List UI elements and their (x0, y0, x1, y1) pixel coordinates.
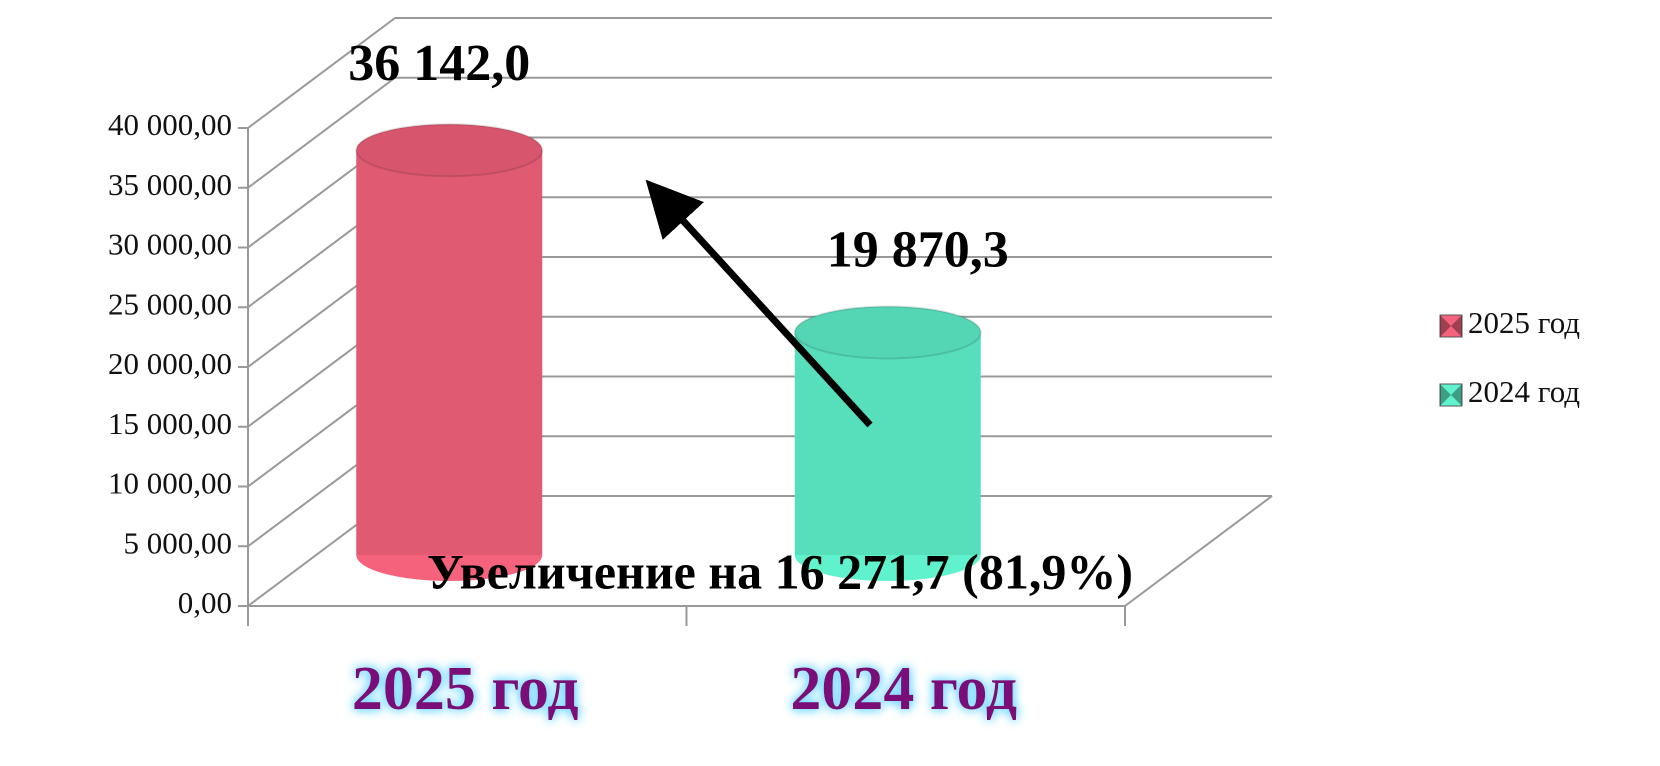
annotation: Увеличение на 16 271,7 (81,9%) (427, 543, 1133, 599)
y-tick-label: 10 000,00 (108, 466, 232, 501)
bar-top (793, 305, 982, 360)
y-tick-label: 25 000,00 (108, 286, 232, 321)
x-tick-label: 2025 год (352, 655, 579, 723)
grid-line (247, 76, 396, 189)
value-label: 36 142,0 (348, 35, 530, 92)
y-tick-label: 20 000,00 (108, 346, 232, 381)
y-tick-label: 35 000,00 (108, 167, 232, 202)
bar (356, 150, 543, 582)
grid-line (247, 17, 396, 129)
legend-bevel (1440, 384, 1462, 406)
arrow (645, 179, 873, 428)
bars (355, 123, 982, 582)
y-tick-label: 30 000,00 (108, 227, 232, 262)
legend-label: 2025 год (1468, 305, 1580, 340)
y-tick-label: 40 000,00 (108, 107, 232, 142)
x-tick-label: 2024 год (790, 655, 1017, 723)
legend-bevel (1440, 315, 1462, 337)
legend-swatch (1439, 383, 1463, 407)
floor-right (1124, 495, 1273, 607)
bar-top (355, 123, 544, 178)
value-label: 19 870,3 (827, 221, 1009, 278)
y-tick-label: 5 000,00 (124, 525, 233, 560)
bar-shade (794, 332, 981, 555)
y-tick-label: 15 000,00 (108, 406, 232, 441)
y-tick-label: 0,00 (178, 585, 232, 620)
legend-label: 2024 год (1468, 374, 1580, 409)
bar-shade (356, 150, 543, 555)
legend-swatch (1439, 314, 1463, 338)
